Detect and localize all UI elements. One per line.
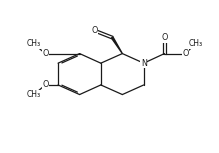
Text: O: O xyxy=(91,26,97,35)
Text: O: O xyxy=(42,49,49,58)
Text: O: O xyxy=(161,33,168,42)
Text: CH₃: CH₃ xyxy=(27,39,41,49)
Text: CH₃: CH₃ xyxy=(27,90,41,99)
Text: O: O xyxy=(42,80,49,90)
Text: CH₃: CH₃ xyxy=(188,39,203,49)
Text: O: O xyxy=(182,49,189,58)
Text: N: N xyxy=(141,59,147,68)
Polygon shape xyxy=(111,37,122,54)
